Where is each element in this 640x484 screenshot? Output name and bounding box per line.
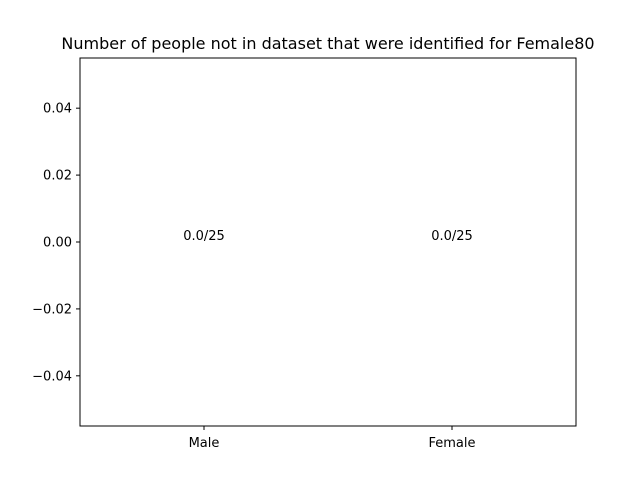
- y-tick-label: 0.00: [43, 236, 72, 251]
- data-label-male: 0.0/25: [183, 229, 225, 244]
- chart-title: Number of people not in dataset that wer…: [61, 34, 594, 53]
- y-tick-label: −0.04: [32, 369, 72, 384]
- data-label-female: 0.0/25: [431, 229, 473, 244]
- y-tick-label: −0.02: [32, 302, 72, 317]
- x-tick-label-female: Female: [428, 436, 475, 451]
- y-tick-label: 0.02: [43, 169, 72, 184]
- x-tick-label-male: Male: [189, 436, 220, 451]
- x-axis: Male Female: [189, 426, 476, 451]
- y-tick-label: 0.04: [43, 102, 72, 117]
- y-axis: −0.04 −0.02 0.00 0.02 0.04: [32, 102, 80, 384]
- data-labels-group: 0.0/25 0.0/25: [183, 229, 473, 244]
